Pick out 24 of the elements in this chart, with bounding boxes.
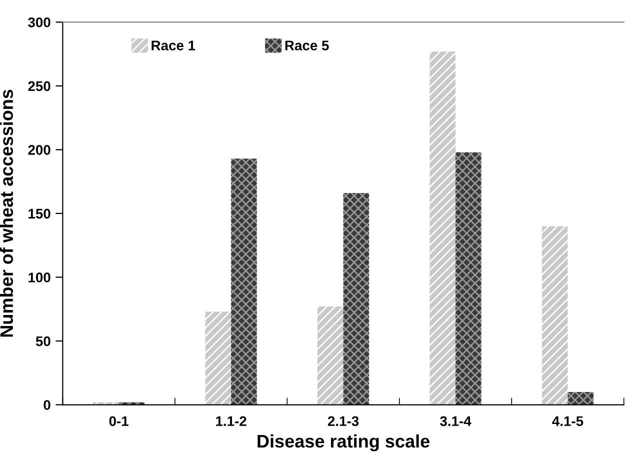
bar: [542, 226, 568, 405]
bar: [205, 312, 232, 405]
x-axis-title: Disease rating scale: [258, 434, 430, 452]
x-tick-label: 2.1-3: [328, 416, 359, 426]
x-tick-label: 3.1-4: [440, 416, 472, 426]
x-tick-label: 1.1-2: [216, 416, 246, 426]
x-tick-label: 0-1: [109, 416, 128, 426]
x-tick-label: 4.1-5: [552, 416, 584, 426]
y-tick-label: 150: [28, 208, 50, 219]
y-tick-label: 250: [28, 81, 50, 92]
bar: [456, 152, 482, 405]
y-axis-title: Number of wheat accessions: [0, 90, 14, 337]
y-tick-label: 0: [44, 400, 50, 410]
bar: [430, 51, 456, 405]
legend-label: Race 1: [152, 40, 196, 50]
bar: [317, 306, 344, 405]
y-tick-label: 200: [28, 145, 50, 155]
y-tick-label: 100: [28, 272, 50, 282]
y-tick-label: 300: [28, 17, 50, 28]
legend-label: Race 5: [285, 40, 329, 50]
y-tick-label: 50: [36, 336, 50, 346]
bar: [231, 158, 257, 405]
bar: [343, 193, 370, 405]
bar: [568, 392, 594, 405]
